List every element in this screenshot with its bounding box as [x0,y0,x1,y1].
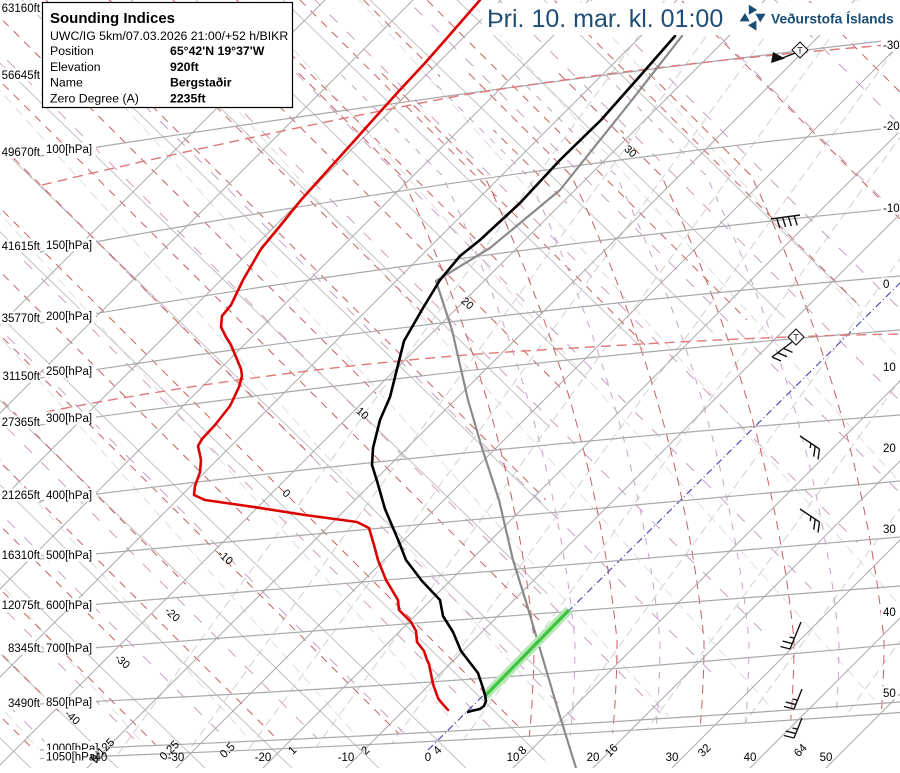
svg-text:56645ft: 56645ft [2,70,41,82]
svg-text:0: 0 [425,752,431,764]
svg-text:700[hPa]: 700[hPa] [46,643,92,655]
svg-text:30: 30 [666,752,679,764]
svg-text:2235ft: 2235ft [170,91,206,105]
svg-text:40: 40 [883,607,896,619]
svg-text:-20: -20 [883,121,900,133]
svg-text:250[hPa]: 250[hPa] [46,366,92,378]
svg-text:T: T [797,46,803,56]
svg-text:100[hPa]: 100[hPa] [46,144,92,156]
svg-text:3490ft: 3490ft [8,698,41,710]
svg-text:16310ft: 16310ft [2,550,41,562]
svg-text:Sounding Indices: Sounding Indices [50,10,175,27]
svg-text:63160ft: 63160ft [2,3,41,15]
svg-text:UWC/IG 5km/07.03.2026 21:00/+5: UWC/IG 5km/07.03.2026 21:00/+52 h/BIKR [50,29,288,43]
svg-text:-30: -30 [883,40,900,52]
svg-text:920ft: 920ft [170,60,199,74]
svg-text:41615ft: 41615ft [2,241,41,253]
svg-text:50: 50 [883,688,896,700]
svg-text:Elevation: Elevation [50,60,101,74]
svg-text:300[hPa]: 300[hPa] [46,413,92,425]
svg-text:65°42'N 19°37'W: 65°42'N 19°37'W [170,44,265,58]
svg-text:1050[hPa]: 1050[hPa] [46,752,98,764]
svg-text:0: 0 [883,279,889,291]
svg-text:20: 20 [883,443,896,455]
svg-text:Þri. 10. mar. kl. 01:00: Þri. 10. mar. kl. 01:00 [487,5,723,33]
svg-text:Bergstaðir: Bergstaðir [170,76,232,90]
svg-text:31150ft: 31150ft [2,371,40,383]
svg-text:10: 10 [883,362,896,374]
svg-text:-30: -30 [168,752,185,764]
svg-text:Position: Position [50,44,94,58]
svg-text:30: 30 [883,524,896,536]
svg-text:T: T [793,333,799,343]
svg-text:10: 10 [507,752,520,764]
svg-text:400[hPa]: 400[hPa] [46,490,92,502]
svg-text:200[hPa]: 200[hPa] [46,311,92,323]
svg-text:21265ft: 21265ft [2,490,41,502]
svg-text:-10: -10 [338,752,355,764]
svg-text:150[hPa]: 150[hPa] [46,240,92,252]
svg-text:Zero Degree (A): Zero Degree (A) [50,91,139,105]
svg-text:Name: Name [50,76,83,90]
svg-text:50: 50 [820,752,833,764]
svg-text:600[hPa]: 600[hPa] [46,600,92,612]
svg-text:-10: -10 [883,203,900,215]
svg-text:20: 20 [587,752,600,764]
svg-text:500[hPa]: 500[hPa] [46,550,92,562]
svg-text:-20: -20 [255,752,272,764]
svg-text:49670ft: 49670ft [2,147,41,159]
svg-text:35770ft: 35770ft [2,313,41,325]
svg-text:40: 40 [744,752,757,764]
svg-text:Veðurstofa Íslands: Veðurstofa Íslands [771,11,894,27]
svg-text:12075ft: 12075ft [2,600,41,612]
svg-text:850[hPa]: 850[hPa] [46,697,92,709]
svg-text:8345ft: 8345ft [8,643,41,655]
svg-text:27365ft: 27365ft [2,417,41,429]
svg-text:-40: -40 [91,752,108,764]
